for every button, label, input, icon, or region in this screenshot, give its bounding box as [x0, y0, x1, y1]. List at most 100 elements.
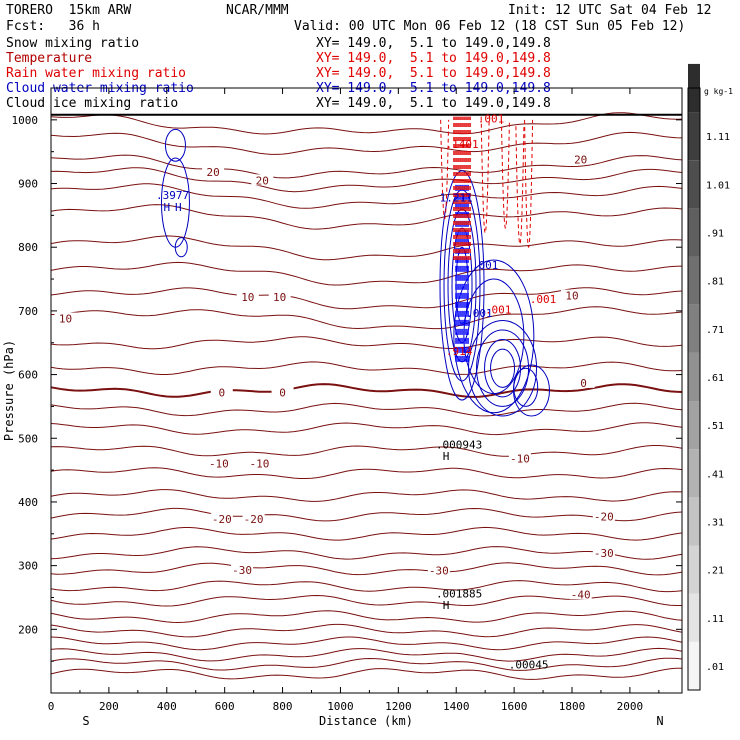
- field-name-snow: Snow mixing ratio: [6, 36, 140, 51]
- y-axis-title: Pressure (hPa): [2, 340, 16, 441]
- colorbar-frame: [687, 87, 701, 691]
- isotherm-line: [50, 562, 683, 576]
- isotherm-label: -30: [594, 547, 614, 560]
- header-org: NCAR/MMM: [226, 3, 289, 18]
- end-label-left: S: [82, 714, 89, 728]
- cloud-water-contour: [484, 339, 522, 398]
- isotherm-label-bg: [569, 153, 592, 165]
- field-xy-snow: XY= 149.0, 5.1 to 149.0,149.8: [316, 36, 551, 51]
- colorbar-cell: [688, 593, 700, 642]
- colorbar-tick-label: .21: [706, 566, 724, 577]
- colorbar-tick-label: 1.01: [706, 180, 730, 191]
- isotherm-line: [50, 489, 683, 502]
- isotherm-label-bg: [592, 510, 615, 522]
- isotherm-label: 0: [580, 377, 587, 390]
- colorbar-cell: [688, 449, 700, 498]
- isotherm-label-bg: [508, 452, 531, 464]
- isotherm-line: [50, 623, 683, 638]
- isotherm-line: [50, 183, 683, 209]
- x-tick-label: 800: [273, 700, 293, 713]
- isotherm-line: [50, 112, 683, 135]
- annotation-label: .001885: [436, 588, 482, 601]
- isotherm-label-bg: [236, 290, 259, 302]
- isotherm-label-bg: [231, 564, 254, 576]
- annotation-label: 1.211: [440, 192, 473, 205]
- header-fcst: Fcst: 36 h: [6, 19, 100, 34]
- y-tick-label: 400: [18, 496, 38, 509]
- isotherm-line: [50, 204, 683, 230]
- isotherm-label: 10: [241, 291, 254, 304]
- colorbar-tick-label: .81: [706, 277, 724, 288]
- isotherm-label: 20: [574, 153, 587, 166]
- isotherm-label: -30: [429, 565, 449, 578]
- isotherm-label-bg: [569, 588, 592, 600]
- isotherm-label: -20: [244, 513, 264, 526]
- y-tick-label: 600: [18, 369, 38, 382]
- isotherm-line: [50, 594, 682, 607]
- isotherm-label-bg: [572, 376, 595, 388]
- field-name-temperature: Temperature: [6, 51, 93, 66]
- isotherm-label-bg: [207, 457, 230, 469]
- isotherm-label-bg: [54, 312, 77, 324]
- isotherm-label-bg: [248, 457, 271, 469]
- plot-frame: [50, 87, 683, 694]
- y-tick-label: 900: [18, 178, 38, 191]
- rain-contour: [515, 126, 525, 245]
- annotation-label: H: [443, 450, 450, 463]
- cloud-water-contour: [490, 348, 516, 388]
- header-valid: Valid: 00 UTC Mon 06 Feb 12 (18 CST Sun …: [294, 19, 686, 34]
- annotation-label: .001: [472, 259, 499, 272]
- isotherm-line: [50, 546, 683, 560]
- rain-contour: [524, 119, 534, 248]
- colorbar-tick-label: .41: [706, 469, 724, 480]
- annotation-label: H: [175, 201, 182, 214]
- isotherm-label: 10: [273, 291, 286, 304]
- isotherm-label: -10: [510, 453, 530, 466]
- annotation-label: .001: [530, 293, 557, 306]
- field-xy-rain: XY= 149.0, 5.1 to 149.0,149.8: [316, 66, 551, 81]
- x-tick-label: 1000: [327, 700, 354, 713]
- colorbar-tick-label: .51: [706, 421, 724, 432]
- isotherm-line: [50, 526, 683, 541]
- isotherm-line: [50, 336, 683, 350]
- isotherm-line: [50, 361, 683, 375]
- isotherm-line: [50, 667, 683, 680]
- isotherm-line: [50, 636, 683, 651]
- isotherm-line: [50, 647, 683, 662]
- y-tick-label: 800: [18, 241, 38, 254]
- colorbar-cell: [688, 497, 700, 546]
- x-tick-label: 1200: [385, 700, 412, 713]
- isotherm-line: [50, 154, 683, 179]
- x-tick-label: 1400: [443, 700, 470, 713]
- annotation-label: .914: [446, 345, 473, 358]
- rain-contour: [440, 119, 450, 219]
- isotherm-line: [50, 467, 683, 479]
- colorbar-cell: [688, 112, 700, 161]
- colorbar-tick-label: .61: [706, 373, 724, 384]
- isotherm-line: [50, 657, 683, 671]
- isotherm-line: [50, 422, 683, 436]
- colorbar-cell: [688, 641, 700, 690]
- isotherm-label: 10: [59, 313, 72, 326]
- isotherm-line: [50, 235, 683, 261]
- colorbar-cell: [688, 256, 700, 305]
- colorbar-tick-label: 1.11: [706, 132, 730, 143]
- colorbar-cell: [688, 352, 700, 402]
- isotherm-label-bg: [427, 564, 450, 576]
- colorbar-cell: [688, 160, 700, 209]
- field-name-cloud-ice: Cloud ice mixing ratio: [6, 96, 179, 111]
- colorbar-tick-label: .31: [706, 517, 724, 528]
- isotherm-label-bg: [210, 513, 233, 525]
- x-tick-label: 0: [48, 700, 55, 713]
- cloud-water-contour: [463, 278, 525, 395]
- isotherm-line: [50, 261, 683, 286]
- annotation-label: .001: [478, 113, 505, 126]
- isotherm-label-bg: [592, 546, 615, 558]
- isotherm-label-bg: [251, 174, 274, 186]
- isotherm-line: [50, 167, 683, 193]
- isotherm-label: -10: [209, 458, 229, 471]
- isotherm-label: -20: [212, 513, 232, 526]
- colorbar-tick-label: .11: [706, 614, 724, 625]
- annotation-label: .000943: [436, 439, 482, 452]
